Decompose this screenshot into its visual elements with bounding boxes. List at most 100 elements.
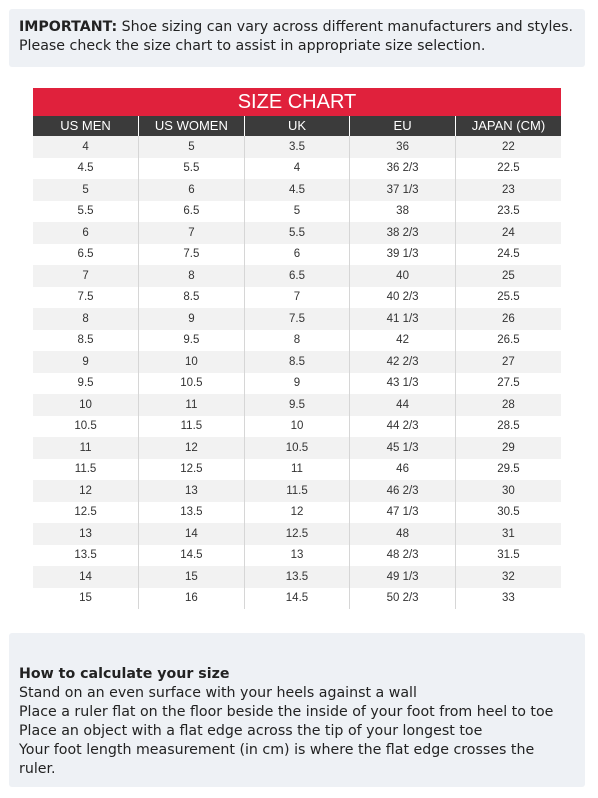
table-cell-uk: 7.5 xyxy=(243,308,350,330)
table-cell-japan-cm: 31.5 xyxy=(454,544,561,566)
table-cell-us-women: 9 xyxy=(138,308,245,330)
table-cell-eu: 46 2/3 xyxy=(349,480,456,502)
table-cell-eu: 36 2/3 xyxy=(349,157,456,179)
table-cell-eu: 48 xyxy=(349,523,456,545)
table-cell-us-women: 9.5 xyxy=(138,329,245,351)
table-cell-japan-cm: 32 xyxy=(454,566,561,588)
table-cell-us-men: 14 xyxy=(33,566,139,588)
table-cell-us-men: 8.5 xyxy=(33,329,139,351)
notice-text: Shoe sizing can vary across different ma… xyxy=(19,19,574,54)
table-cell-uk: 6 xyxy=(243,243,350,265)
table-cell-japan-cm: 31 xyxy=(454,523,561,545)
table-cell-uk: 4 xyxy=(243,157,350,179)
table-cell-us-women: 11.5 xyxy=(138,415,245,437)
table-row: 7 8 6.5 40 25 xyxy=(33,265,561,287)
table-cell-japan-cm: 24 xyxy=(454,222,561,244)
table-cell-us-men: 7 xyxy=(33,265,139,287)
table-cell-eu: 38 xyxy=(349,200,456,222)
table-cell-us-men: 11 xyxy=(33,437,139,459)
table-cell-us-women: 12 xyxy=(138,437,245,459)
table-cell-eu: 36 xyxy=(349,136,456,158)
table-cell-us-men: 12.5 xyxy=(33,501,139,523)
table-cell-us-women: 5 xyxy=(138,136,245,158)
size-chart: SIZE CHART US MEN US WOMEN UK EU JAPAN (CM) … xyxy=(33,88,561,609)
table-cell-us-men: 7.5 xyxy=(33,286,139,308)
table-cell-japan-cm: 27 xyxy=(454,351,561,373)
table-cell-uk: 9.5 xyxy=(243,394,350,416)
table-cell-uk: 8 xyxy=(243,329,350,351)
table-cell-us-men: 10 xyxy=(33,394,139,416)
table-row: 9 10 8.5 42 2/3 27 xyxy=(33,351,561,373)
table-cell-japan-cm: 30.5 xyxy=(454,501,561,523)
table-cell-eu: 48 2/3 xyxy=(349,544,456,566)
table-cell-us-women: 14.5 xyxy=(138,544,245,566)
table-cell-us-women: 16 xyxy=(138,587,245,609)
table-cell-eu: 41 1/3 xyxy=(349,308,456,330)
table-cell-us-women: 8 xyxy=(138,265,245,287)
table-cell-eu: 42 2/3 xyxy=(349,351,456,373)
table-cell-eu: 40 2/3 xyxy=(349,286,456,308)
table-cell-uk: 6.5 xyxy=(243,265,350,287)
table-cell-us-men: 8 xyxy=(33,308,139,330)
table-cell-us-men: 5.5 xyxy=(33,200,139,222)
table-cell-us-women: 7 xyxy=(138,222,245,244)
table-cell-uk: 14.5 xyxy=(243,587,350,609)
table-cell-uk: 4.5 xyxy=(243,179,350,201)
table-cell-japan-cm: 24.5 xyxy=(454,243,561,265)
table-row: 8 9 7.5 41 1/3 26 xyxy=(33,308,561,330)
table-cell-japan-cm: 22.5 xyxy=(454,157,561,179)
table-cell-eu: 49 1/3 xyxy=(349,566,456,588)
column-header-japan-cm: JAPAN (CM) xyxy=(454,116,561,136)
table-row: 13.5 14.5 13 48 2/3 31.5 xyxy=(33,544,561,566)
how-to-step: Place an object with a flat edge across … xyxy=(19,723,483,739)
table-row: 4 5 3.5 36 22 xyxy=(33,136,561,158)
table-row: 7.5 8.5 7 40 2/3 25.5 xyxy=(33,286,561,308)
table-cell-uk: 9 xyxy=(243,372,350,394)
table-cell-uk: 13 xyxy=(243,544,350,566)
table-cell-us-women: 15 xyxy=(138,566,245,588)
table-cell-uk: 10 xyxy=(243,415,350,437)
table-cell-us-men: 12 xyxy=(33,480,139,502)
table-cell-us-women: 10.5 xyxy=(138,372,245,394)
table-cell-us-men: 5 xyxy=(33,179,139,201)
table-cell-japan-cm: 26 xyxy=(454,308,561,330)
table-cell-uk: 10.5 xyxy=(243,437,350,459)
table-cell-us-women: 7.5 xyxy=(138,243,245,265)
how-to-step: Your foot length measurement (in cm) is … xyxy=(19,742,535,777)
table-cell-us-men: 9.5 xyxy=(33,372,139,394)
how-to-step: Stand on an even surface with your heels… xyxy=(19,685,417,701)
table-row: 8.5 9.5 8 42 26.5 xyxy=(33,329,561,351)
table-cell-us-women: 5.5 xyxy=(138,157,245,179)
table-cell-eu: 47 1/3 xyxy=(349,501,456,523)
table-row: 6.5 7.5 6 39 1/3 24.5 xyxy=(33,243,561,265)
table-cell-japan-cm: 33 xyxy=(454,587,561,609)
table-cell-uk: 5 xyxy=(243,200,350,222)
table-cell-us-men: 6.5 xyxy=(33,243,139,265)
table-header-row: US MEN US WOMEN UK EU JAPAN (CM) xyxy=(33,116,561,136)
column-header-uk: UK xyxy=(243,116,350,136)
table-cell-us-women: 14 xyxy=(138,523,245,545)
table-cell-us-women: 6 xyxy=(138,179,245,201)
table-cell-uk: 13.5 xyxy=(243,566,350,588)
table-row: 5 6 4.5 37 1/3 23 xyxy=(33,179,561,201)
table-cell-us-men: 13.5 xyxy=(33,544,139,566)
table-cell-uk: 12.5 xyxy=(243,523,350,545)
size-chart-table: US MEN US WOMEN UK EU JAPAN (CM) 4 5 3.5 36 22 4.… xyxy=(33,116,561,609)
table-cell-eu: 46 xyxy=(349,458,456,480)
table-cell-eu: 37 1/3 xyxy=(349,179,456,201)
table-row: 15 16 14.5 50 2/3 33 xyxy=(33,587,561,609)
table-body: 4 5 3.5 36 22 4.5 5.5 4 36 2/3 22.5 5 6 4.5 37 1/3 23 5… xyxy=(33,136,561,609)
table-cell-eu: 44 xyxy=(349,394,456,416)
table-cell-us-men: 6 xyxy=(33,222,139,244)
table-cell-uk: 8.5 xyxy=(243,351,350,373)
table-row: 11.5 12.5 11 46 29.5 xyxy=(33,458,561,480)
table-cell-us-women: 12.5 xyxy=(138,458,245,480)
size-chart-title: SIZE CHART xyxy=(33,88,561,116)
column-header-us-women: US WOMEN xyxy=(138,116,245,136)
how-to-measure-panel: How to calculate your size Stand on an e… xyxy=(9,633,585,787)
table-cell-us-men: 15 xyxy=(33,587,139,609)
table-row: 10.5 11.5 10 44 2/3 28.5 xyxy=(33,415,561,437)
table-cell-us-men: 9 xyxy=(33,351,139,373)
table-cell-japan-cm: 27.5 xyxy=(454,372,561,394)
table-row: 13 14 12.5 48 31 xyxy=(33,523,561,545)
